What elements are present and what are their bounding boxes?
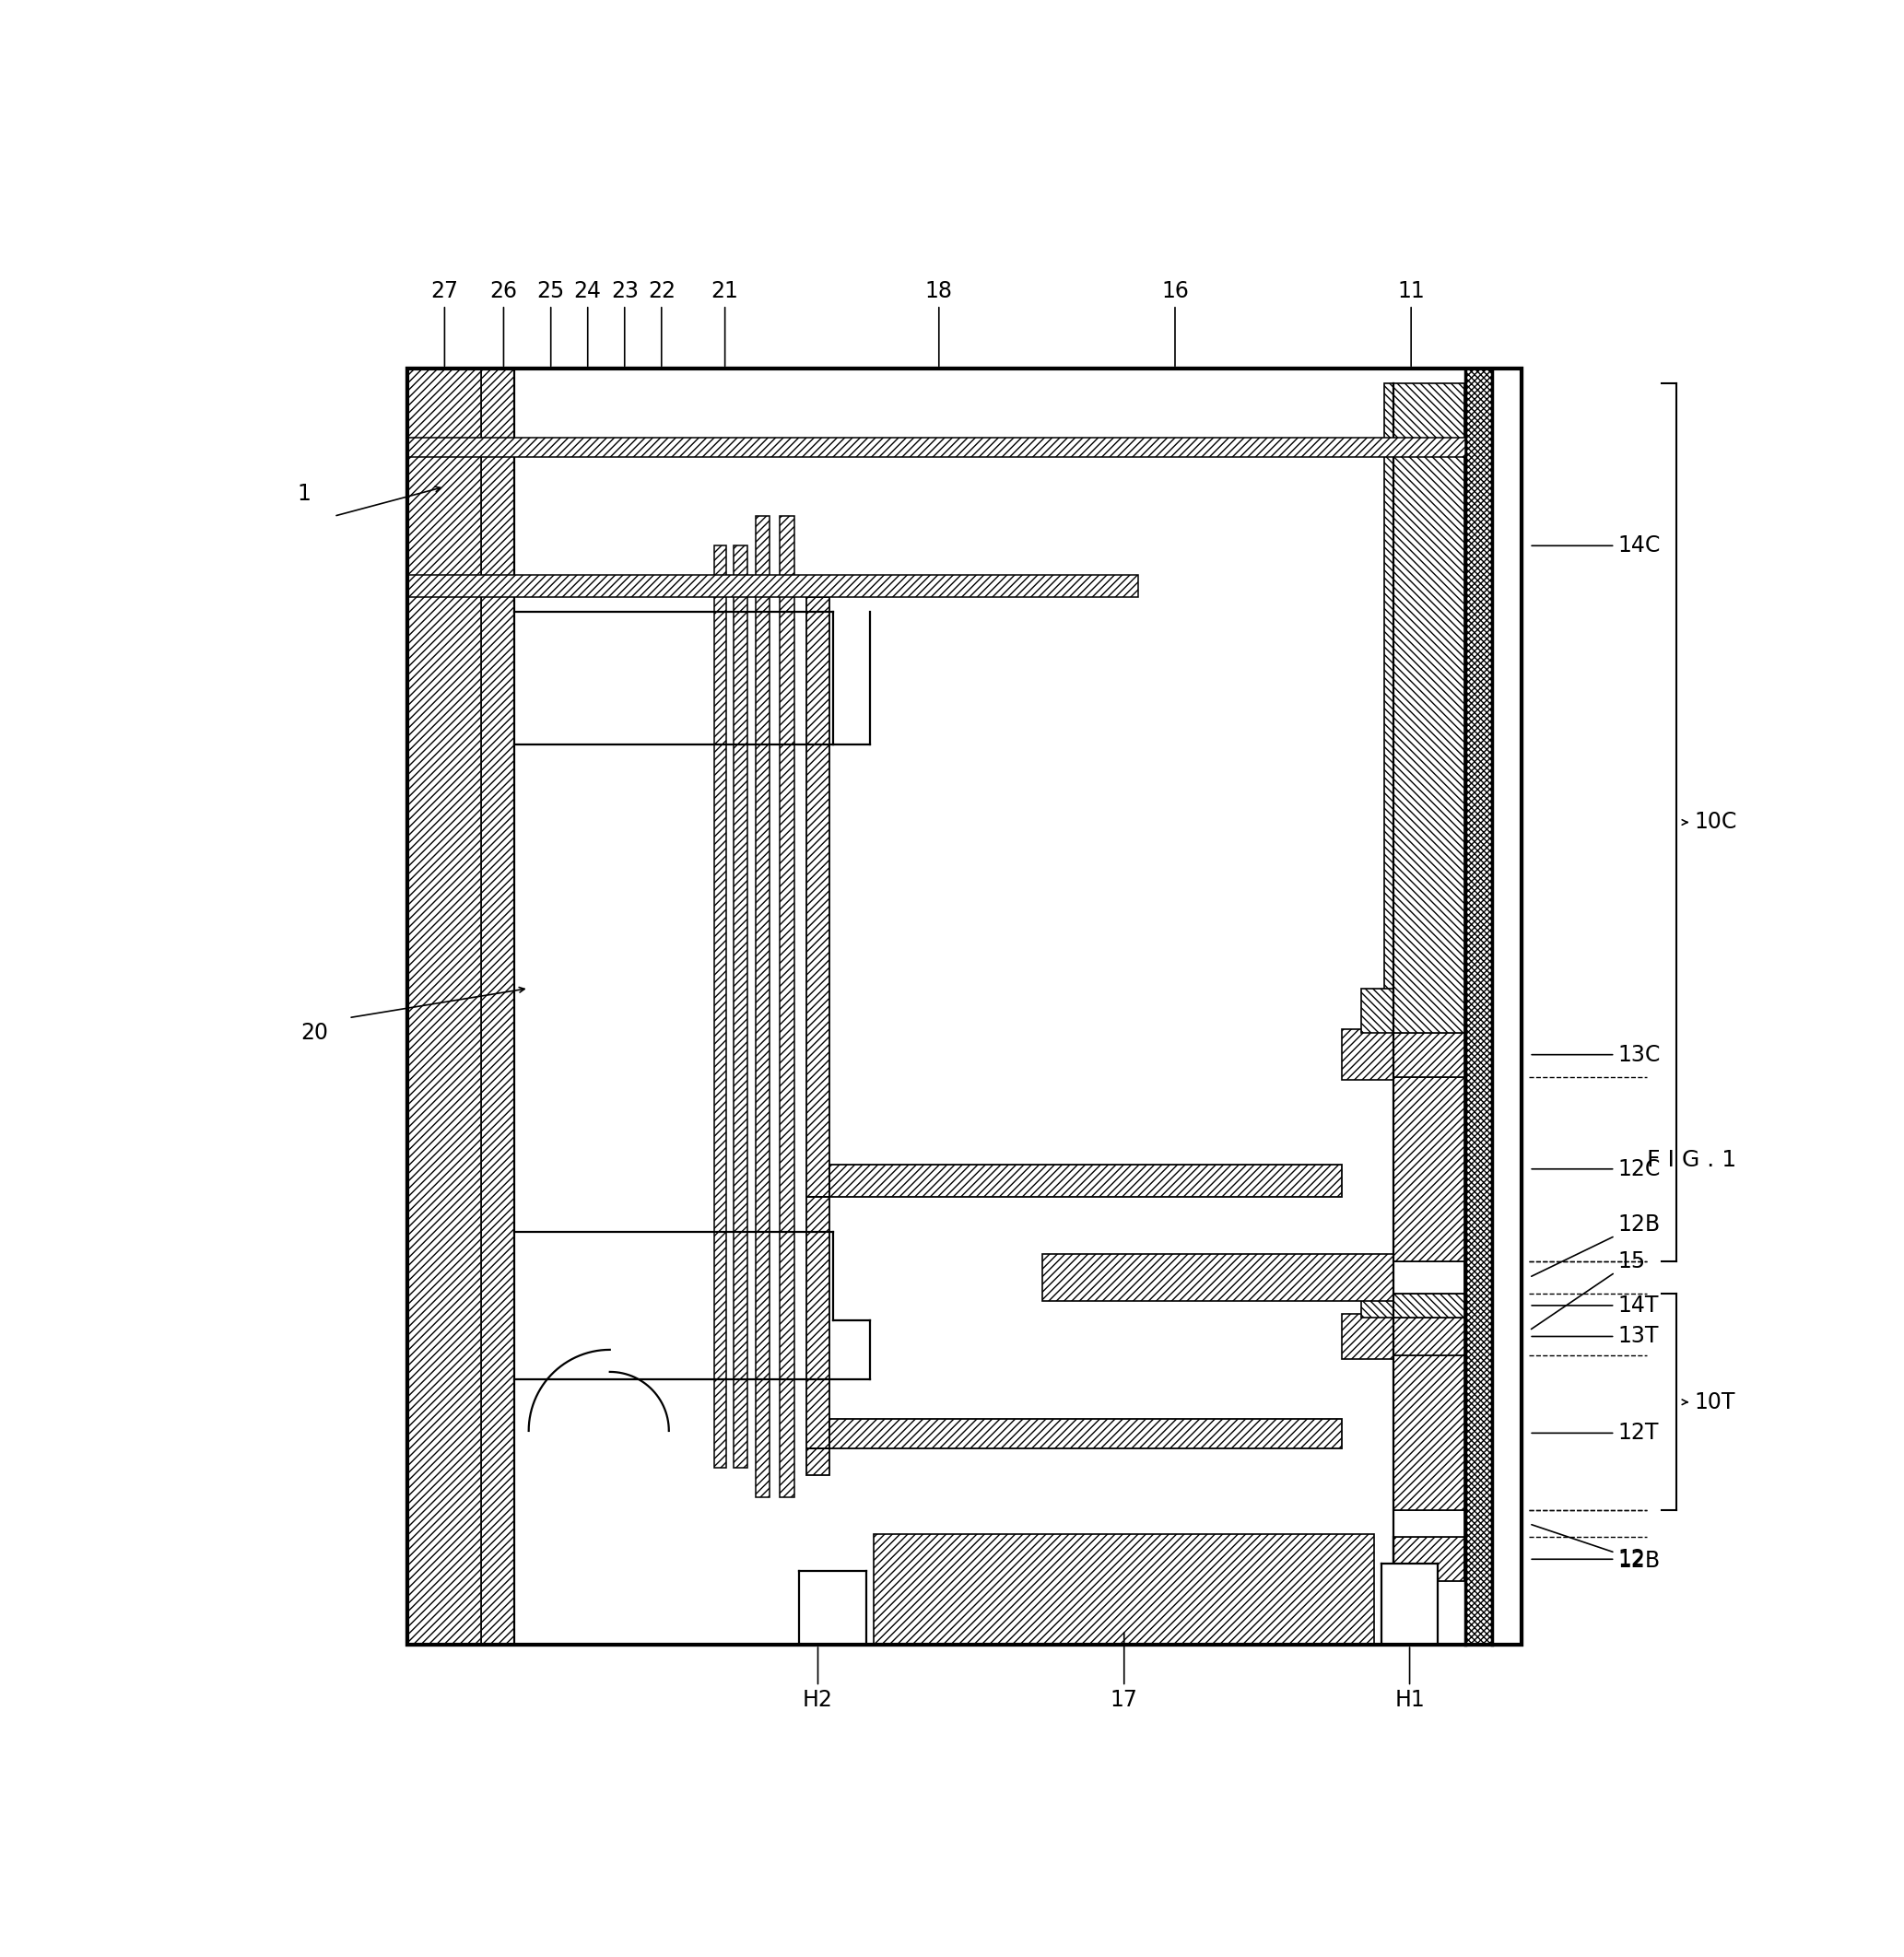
Text: 12: 12 — [1531, 1548, 1645, 1570]
Text: 24: 24 — [573, 280, 602, 366]
Text: 12B: 12B — [1531, 1525, 1660, 1571]
Polygon shape — [756, 517, 769, 1497]
Text: 1: 1 — [297, 483, 310, 505]
Text: H2: H2 — [803, 1648, 834, 1710]
Polygon shape — [1377, 1260, 1464, 1294]
Text: 10C: 10C — [1695, 812, 1736, 834]
Polygon shape — [514, 368, 714, 1084]
Text: 25: 25 — [537, 280, 565, 366]
Bar — [1382, 1564, 1438, 1644]
Text: 14C: 14C — [1531, 534, 1660, 556]
Bar — [407, 368, 1521, 1644]
Polygon shape — [805, 1419, 1342, 1448]
Bar — [800, 1571, 866, 1644]
Text: 21: 21 — [712, 280, 739, 366]
Polygon shape — [1394, 1536, 1464, 1581]
Polygon shape — [407, 368, 1521, 1644]
Text: 23: 23 — [611, 280, 638, 366]
Polygon shape — [714, 546, 727, 1468]
Polygon shape — [1466, 368, 1493, 1644]
Text: 12C: 12C — [1531, 1159, 1660, 1180]
Text: 13T: 13T — [1531, 1325, 1658, 1348]
Polygon shape — [514, 368, 714, 1644]
Text: H1: H1 — [1394, 1648, 1424, 1710]
Text: 20: 20 — [301, 1022, 329, 1043]
Polygon shape — [874, 1534, 1375, 1644]
Bar — [407, 368, 1521, 1644]
Polygon shape — [1342, 1315, 1394, 1358]
Polygon shape — [1361, 1294, 1394, 1317]
Polygon shape — [1342, 1029, 1394, 1080]
Polygon shape — [407, 368, 482, 1644]
Polygon shape — [1361, 988, 1394, 1033]
Polygon shape — [805, 597, 830, 1476]
Text: 15: 15 — [1531, 1251, 1645, 1329]
Text: 11: 11 — [1398, 280, 1424, 366]
Text: 12T: 12T — [1531, 1423, 1658, 1444]
Polygon shape — [805, 1164, 1342, 1196]
Polygon shape — [1384, 384, 1464, 1033]
Text: 26: 26 — [489, 280, 518, 366]
Text: 10T: 10T — [1695, 1391, 1735, 1413]
Polygon shape — [1394, 1033, 1464, 1076]
Polygon shape — [1394, 1294, 1464, 1317]
Polygon shape — [407, 438, 1466, 458]
Text: 14T: 14T — [1531, 1294, 1658, 1317]
Text: 22: 22 — [647, 280, 676, 366]
Polygon shape — [733, 546, 746, 1468]
Text: 17: 17 — [1110, 1632, 1139, 1710]
Polygon shape — [407, 575, 1139, 597]
Text: 18: 18 — [925, 280, 952, 366]
Polygon shape — [1394, 1511, 1464, 1536]
Text: 16: 16 — [1161, 280, 1188, 366]
Polygon shape — [482, 368, 514, 1644]
Polygon shape — [1041, 1254, 1394, 1301]
Polygon shape — [1394, 1356, 1464, 1511]
Text: 12B: 12B — [1531, 1213, 1660, 1276]
Polygon shape — [779, 517, 794, 1497]
Text: 27: 27 — [430, 280, 459, 366]
Text: 13C: 13C — [1531, 1043, 1660, 1067]
Bar — [514, 368, 712, 1644]
Polygon shape — [1394, 1076, 1464, 1260]
Polygon shape — [1394, 1317, 1464, 1356]
Text: F I G . 1: F I G . 1 — [1647, 1149, 1736, 1170]
